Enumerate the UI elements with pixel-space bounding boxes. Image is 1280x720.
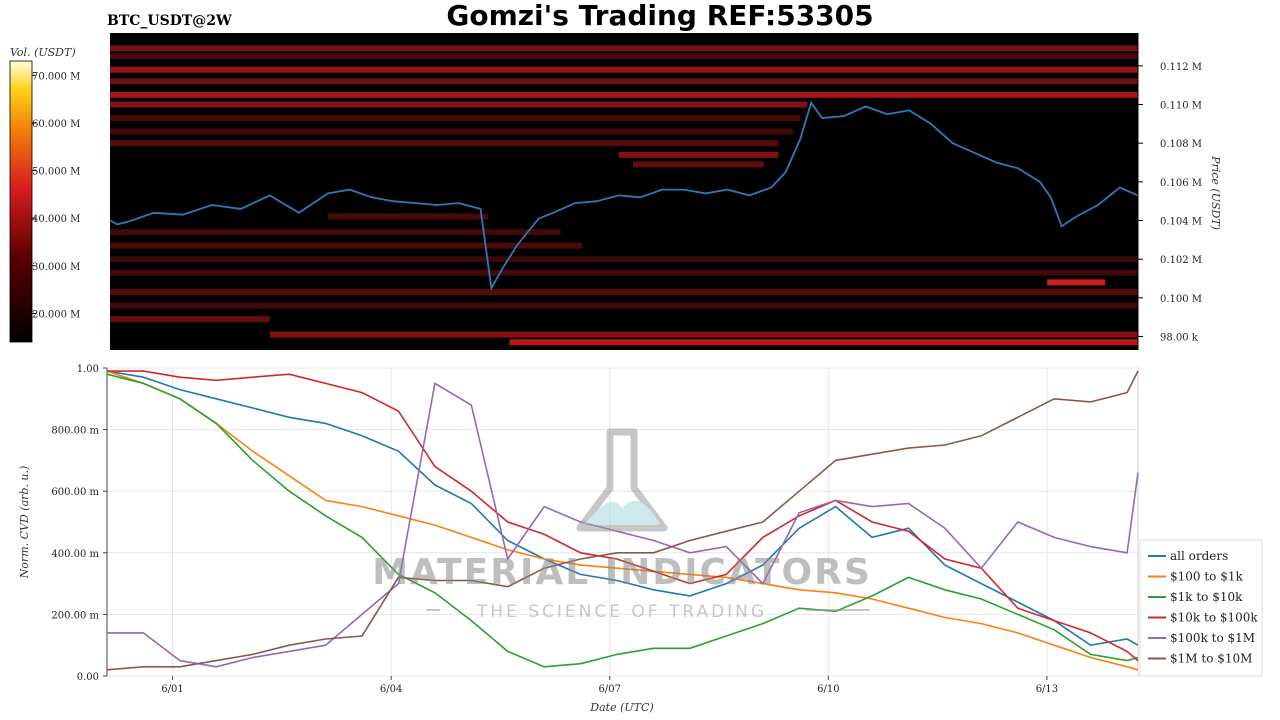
heatmap-band bbox=[110, 316, 270, 323]
price-axis-title: Price (USDT) bbox=[1209, 155, 1222, 230]
price-tick-label: 0.100 M bbox=[1160, 294, 1202, 305]
legend-label: $100 to $1k bbox=[1170, 570, 1243, 584]
heatmap-band bbox=[110, 53, 1138, 60]
price-tick-label: 0.110 M bbox=[1160, 101, 1202, 112]
legend-label: $1M to $10M bbox=[1170, 652, 1252, 666]
heatmap-band bbox=[110, 289, 1138, 296]
heatmap-band bbox=[110, 140, 779, 147]
cvd-x-axis-title: Date (UTC) bbox=[589, 701, 653, 714]
legend-label: $100k to $1M bbox=[1170, 631, 1255, 645]
colorbar-tick-label: 30.000 M bbox=[32, 262, 80, 273]
legend-label: $1k to $10k bbox=[1170, 590, 1243, 604]
heatmap-band bbox=[110, 91, 1138, 98]
price-tick-label: 0.102 M bbox=[1160, 255, 1202, 266]
volume-colorbar: 20.000 M 30.000 M 40.000 M 50.000 M 60.000 M… bbox=[9, 60, 80, 343]
heatmap-band bbox=[618, 151, 779, 158]
cvd-series-line bbox=[106, 373, 1139, 668]
cvd-series-line bbox=[107, 370, 1139, 662]
heatmap-band bbox=[110, 78, 1138, 85]
colorbar-tick-label: 20.000 M bbox=[32, 309, 80, 320]
heatmap-band bbox=[110, 66, 1138, 73]
heatmap-band bbox=[269, 331, 1138, 338]
legend: all orders $100 to $1k $1k to $10k $10k to … bbox=[1139, 539, 1263, 677]
price-tick-label: 98.00 k bbox=[1160, 332, 1199, 343]
price-line bbox=[109, 100, 1139, 291]
flask-icon bbox=[576, 428, 668, 532]
cvd-x-tick-label: 6/10 bbox=[817, 684, 839, 695]
orderbook-heatmap bbox=[109, 33, 1139, 350]
heatmap-band bbox=[110, 101, 808, 108]
price-axis: 98.00 k 0.100 M 0.102 M 0.104 M 0.106 M 0.108… bbox=[1137, 33, 1202, 350]
cvd-y-tick-label: 200.00 m bbox=[51, 610, 99, 621]
price-tick-label: 0.108 M bbox=[1160, 139, 1202, 150]
watermark-main: MATERIAL INDICATORS bbox=[372, 552, 872, 593]
price-tick-label: 0.112 M bbox=[1160, 62, 1202, 73]
heatmap-band bbox=[110, 242, 583, 249]
pair-label: BTC_USDT@2W bbox=[107, 13, 232, 29]
heatmap-band bbox=[1047, 279, 1106, 286]
cvd-y-tick-label: 800.00 m bbox=[51, 426, 99, 437]
cvd-series-line bbox=[106, 370, 1139, 647]
heatmap-band bbox=[633, 161, 764, 168]
cvd-x-tick-label: 6/13 bbox=[1036, 684, 1058, 695]
heatmap-band bbox=[110, 269, 1138, 276]
heatmap-background bbox=[110, 33, 1138, 350]
cvd-y-tick-label: 400.00 m bbox=[51, 549, 99, 560]
heatmap-band bbox=[110, 45, 1138, 52]
cvd-series-line bbox=[106, 370, 1139, 671]
cvd-series-line bbox=[107, 382, 1139, 668]
cvd-y-tick-label: 600.00 m bbox=[51, 487, 99, 498]
heatmap-band bbox=[509, 339, 1139, 346]
chart-title: Gomzi's Trading REF:53305 bbox=[446, 0, 873, 32]
colorbar-tick-label: 70.000 M bbox=[32, 71, 80, 82]
heatmap-band bbox=[110, 256, 1138, 263]
colorbar-tick-label: 60.000 M bbox=[32, 119, 80, 130]
cvd-x-tick-label: 6/04 bbox=[380, 684, 402, 695]
heatmap-band bbox=[110, 128, 793, 135]
price-tick-label: 0.106 M bbox=[1160, 178, 1202, 189]
cvd-y-axis-title: Norm. CVD (arb. u.) bbox=[18, 466, 31, 580]
cvd-y-tick-label: 0.00 bbox=[77, 672, 99, 683]
cvd-series-line bbox=[106, 370, 1139, 671]
colorbar-tick-label: 40.000 M bbox=[32, 214, 80, 225]
cvd-y-tick-label: 1.00 bbox=[77, 364, 99, 375]
watermark: MATERIAL INDICATORS THE SCIENCE OF TRADI… bbox=[372, 428, 872, 622]
legend-label: all orders bbox=[1170, 549, 1228, 563]
colorbar-tick-label: 50.000 M bbox=[32, 167, 80, 178]
cvd-x-tick-label: 6/07 bbox=[599, 684, 621, 695]
heatmap-band bbox=[110, 229, 561, 236]
colorbar-gradient bbox=[9, 60, 33, 343]
watermark-sub: THE SCIENCE OF TRADING bbox=[476, 602, 767, 622]
colorbar-title: Vol. (USDT) bbox=[10, 46, 76, 59]
heatmap-band bbox=[327, 213, 488, 220]
legend-box bbox=[1139, 539, 1263, 677]
cvd-x-tick-label: 6/01 bbox=[161, 684, 183, 695]
heatmap-band bbox=[110, 302, 1138, 309]
price-tick-label: 0.104 M bbox=[1160, 216, 1202, 227]
heatmap-band bbox=[110, 115, 801, 122]
legend-label: $10k to $100k bbox=[1170, 611, 1258, 625]
